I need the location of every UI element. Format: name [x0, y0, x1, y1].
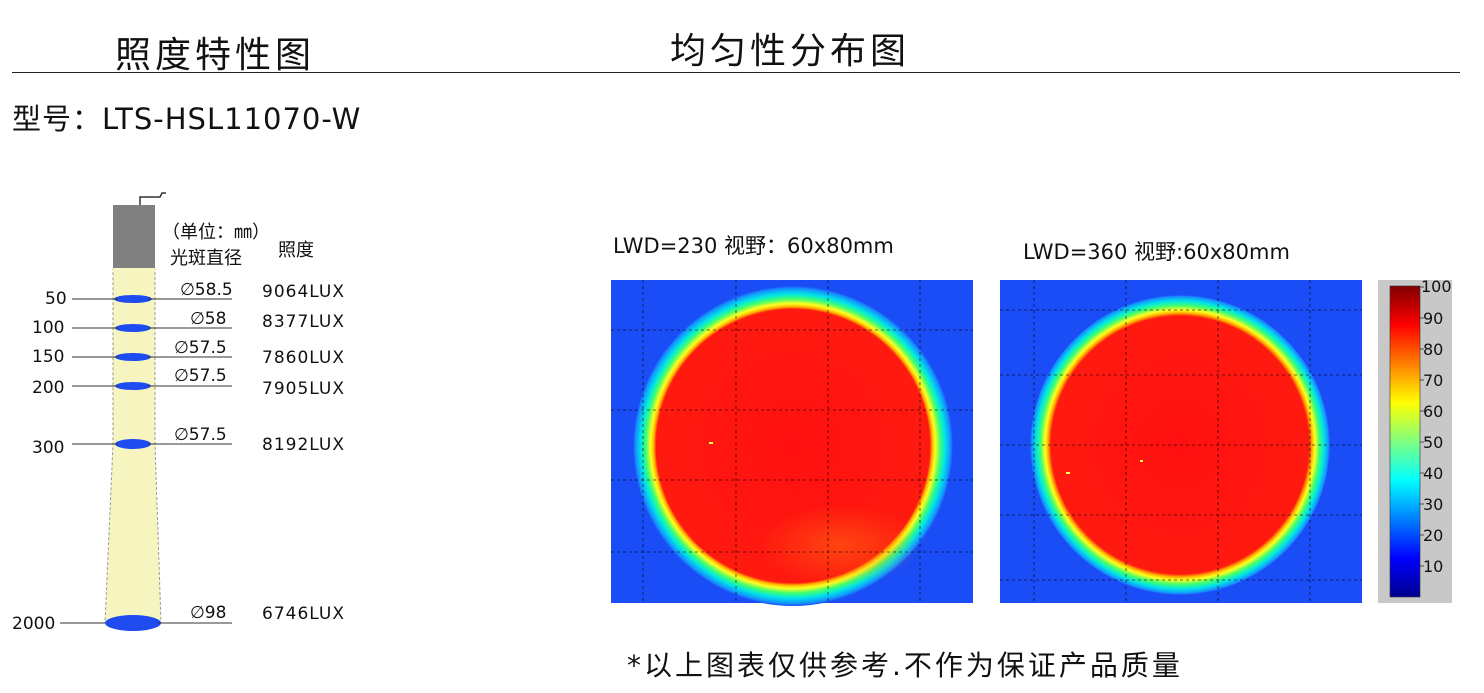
unit-note: （单位：㎜）	[162, 222, 270, 243]
colorbar-tick: 60	[1423, 402, 1444, 421]
colorbar-tick: 100	[1421, 277, 1452, 296]
lux-value: 6746LUX	[262, 604, 345, 624]
illuminance-header: 照度	[278, 240, 314, 261]
uniformity-chart-title: 均匀性分布图	[670, 31, 911, 72]
spot-300	[115, 439, 151, 449]
colorbar-tick: 80	[1423, 340, 1444, 359]
distance-label: 100	[32, 318, 65, 338]
disclaimer: *以上图表仅供参考.不作为保证产品质量	[627, 649, 1183, 682]
colorbar-tick: 70	[1423, 371, 1444, 390]
map-caption-lwd230: LWD=230 视野：60x80mm	[613, 234, 894, 258]
spot-200	[115, 382, 151, 390]
spot-50	[114, 295, 152, 303]
colorbar-tick: 50	[1423, 433, 1444, 452]
colorbar	[1378, 280, 1452, 603]
spot-diameter: ∅57.5	[174, 425, 227, 445]
header-divider	[12, 72, 1460, 73]
colorbar-tick: 10	[1423, 557, 1444, 576]
colorbar-tick: 40	[1423, 464, 1444, 483]
lux-value: 7905LUX	[262, 379, 345, 399]
lux-value: 7860LUX	[262, 348, 345, 368]
model-number: 型号：LTS-HSL11070-W	[12, 102, 362, 136]
colorbar-tick: 90	[1423, 309, 1444, 328]
illuminance-chart-title: 照度特性图	[115, 35, 316, 76]
spot-100	[115, 324, 151, 332]
spot-diameter: ∅57.5	[174, 338, 227, 358]
spot-150	[115, 353, 151, 361]
lux-value: 8192LUX	[262, 435, 345, 455]
spot-diameter-header: 光斑直径	[170, 248, 242, 269]
spot-diameter: ∅58.5	[180, 280, 233, 300]
cable-icon	[139, 192, 166, 206]
distance-label: 150	[32, 347, 65, 367]
heatmap-lwd360	[1000, 280, 1362, 603]
spot-2000	[105, 615, 161, 631]
lux-value: 8377LUX	[262, 312, 345, 332]
distance-label: 300	[32, 438, 65, 458]
distance-label: 200	[32, 378, 65, 398]
heatmap-lwd230	[611, 280, 973, 606]
distance-label: 2000	[12, 614, 56, 634]
spot-diameter: ∅57.5	[174, 366, 227, 386]
spot-diameter: ∅58	[190, 309, 227, 329]
lux-value: 9064LUX	[262, 282, 345, 302]
distance-label: 50	[45, 289, 67, 309]
colorbar-tick: 20	[1423, 526, 1444, 545]
light-body-icon	[113, 205, 155, 269]
map-caption-lwd360: LWD=360 视野:60x80mm	[1023, 240, 1290, 264]
spot-diameter: ∅98	[190, 603, 227, 623]
colorbar-tick: 30	[1423, 495, 1444, 514]
